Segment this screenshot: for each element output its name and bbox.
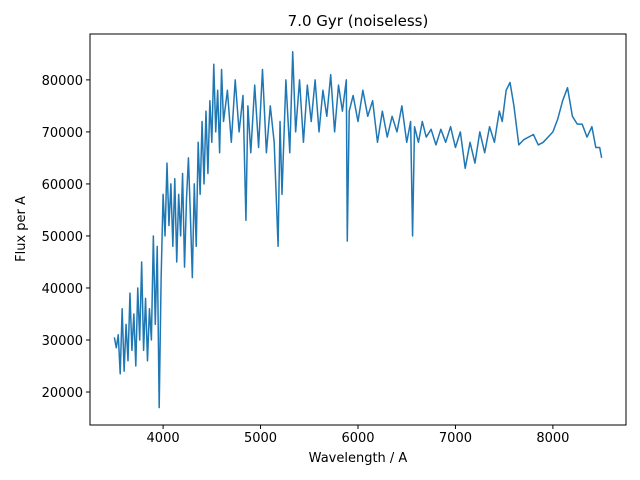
chart-title: 7.0 Gyr (noiseless) — [288, 12, 429, 30]
y-tick-label: 40000 — [42, 282, 83, 297]
x-tick-label: 5000 — [244, 431, 277, 446]
x-tick-label: 6000 — [341, 431, 374, 446]
y-tick-label: 80000 — [42, 74, 83, 89]
spectrum-line — [113, 51, 603, 409]
x-tick-label: 4000 — [147, 431, 180, 446]
y-tick-label: 50000 — [42, 230, 83, 245]
y-tick-label: 60000 — [42, 178, 83, 193]
y-axis-label: Flux per A — [14, 196, 29, 262]
x-tick-label: 7000 — [439, 431, 472, 446]
x-axis-label: Wavelength / A — [309, 451, 408, 466]
x-tick-label: 8000 — [536, 431, 569, 446]
plot-frame — [89, 33, 627, 426]
y-tick-label: 20000 — [42, 386, 83, 401]
y-tick-label: 30000 — [42, 334, 83, 349]
y-tick-label: 70000 — [42, 126, 83, 141]
